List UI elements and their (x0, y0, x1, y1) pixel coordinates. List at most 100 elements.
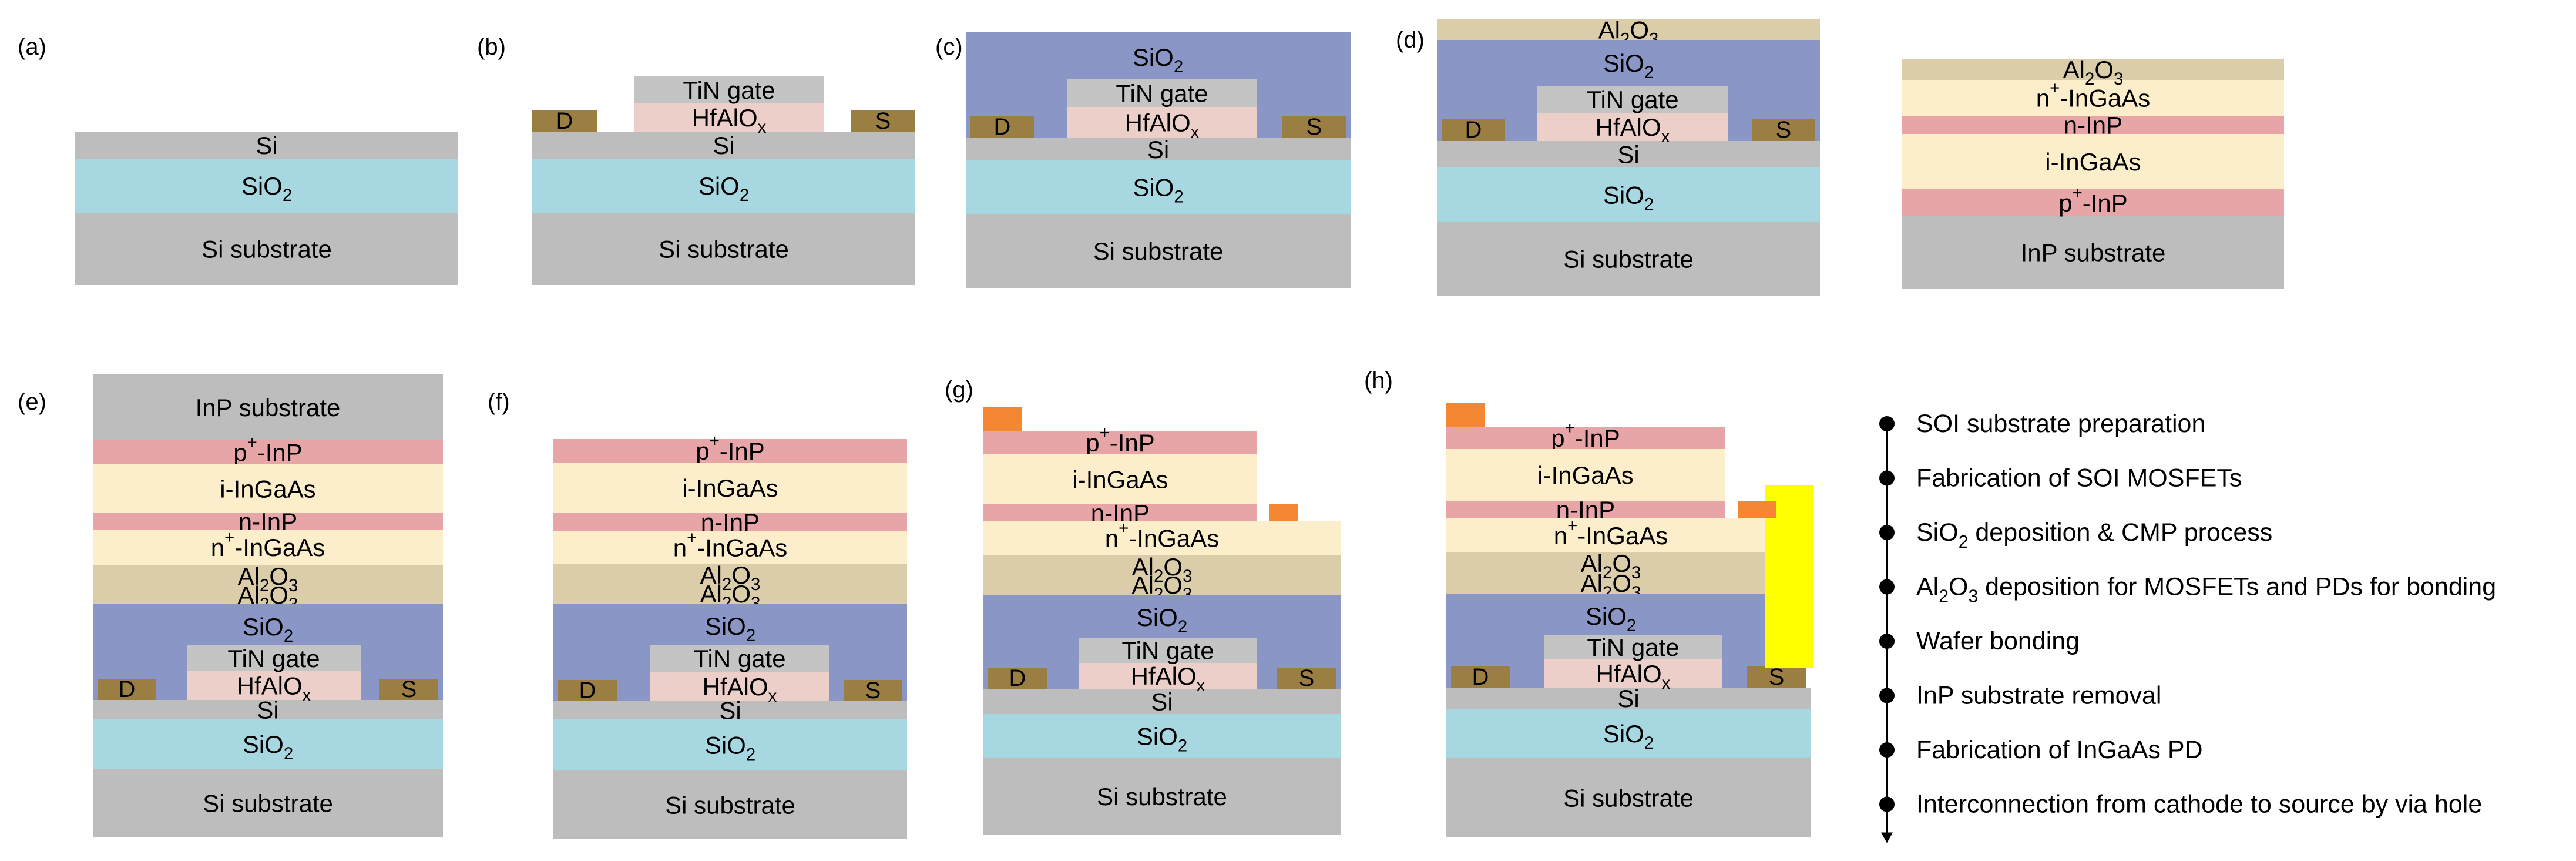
si-substrate (553, 770, 907, 839)
i-ingaas-layer (1446, 449, 1725, 501)
tin-gate (1544, 635, 1722, 659)
si-device-layer-label: Si (713, 132, 734, 159)
drain-label: D (119, 676, 136, 702)
si-device-layer (983, 689, 1341, 714)
buried-oxide-label: SiO2 (243, 731, 293, 764)
flow-step-dot (1879, 470, 1895, 486)
drain-contact (558, 680, 617, 701)
hfalox-dielectric (1544, 659, 1722, 688)
tin-gate-label: TiN gate (1121, 636, 1214, 664)
drain-label: D (579, 678, 596, 703)
drain-label: D (556, 108, 573, 134)
panel-label: (g) (945, 377, 973, 403)
al2o3-bond-layer-label: Al2O3 (1581, 550, 1641, 583)
i-ingaas-layer-label: i-InGaAs (2045, 148, 2141, 176)
source-contact (851, 110, 915, 132)
cathode-contact-ext (1765, 501, 1776, 518)
buried-oxide-label: SiO2 (1603, 720, 1654, 753)
top-oxide-label: SiO2 (1133, 43, 1183, 77)
si-substrate (966, 214, 1351, 288)
pd-wafer: InP substratep+-InPi-InGaAsn-InPn+-InGaA… (1902, 56, 2284, 289)
al2o3-bond-layer (1437, 19, 1820, 40)
tin-gate (1079, 638, 1257, 663)
si-substrate (93, 769, 443, 837)
si-device-layer-label: Si (256, 132, 277, 159)
anode-contact (983, 407, 1022, 431)
si-device-layer (1437, 141, 1820, 167)
buried-oxide-label: SiO2 (698, 172, 749, 206)
n-ingaas-layer-label: n+-InGaAs (1105, 519, 1220, 552)
flow-step-dot (1879, 525, 1895, 540)
si-device-layer-label: Si (1151, 688, 1173, 715)
buried-oxide-label: SiO2 (1603, 181, 1654, 215)
drain-contact (1451, 666, 1510, 688)
al2o3-bond-layer (1902, 59, 2284, 80)
flow-step-label: Fabrication of SOI MOSFETs (1916, 464, 2242, 493)
tin-gate (650, 645, 829, 672)
hfalox-dielectric-label: HfAlOx (703, 673, 777, 706)
buried-oxide (1446, 709, 1811, 758)
buried-oxide (553, 719, 907, 770)
i-ingaas-layer-label: i-InGaAs (1537, 461, 1633, 489)
top-oxide-label: SiO2 (705, 612, 755, 646)
inp-substrate (93, 374, 443, 440)
si-substrate-label: Si substrate (1563, 245, 1694, 273)
buried-oxide-label: SiO2 (241, 172, 292, 206)
top-oxide-label: SiO2 (1603, 49, 1654, 83)
i-ingaas-layer-label: i-InGaAs (682, 474, 778, 502)
si-substrate (532, 213, 915, 285)
flow-step-dot (1879, 796, 1895, 812)
drain-label: D (994, 114, 1011, 140)
n-ingaas-layer (983, 521, 1341, 555)
inp-substrate-label: InP substrate (196, 394, 341, 421)
i-ingaas-layer (553, 463, 907, 513)
top-oxide-label: SiO2 (1586, 602, 1636, 636)
al2o3-bond-layer-label: Al2O3 (2063, 56, 2124, 89)
source-label: S (401, 676, 417, 702)
drain-label: D (1472, 664, 1489, 690)
buried-oxide-label: SiO2 (705, 731, 755, 765)
hfalox-dielectric (187, 671, 361, 700)
flow-step-dot (1879, 688, 1895, 703)
si-device-layer-label: Si (1147, 136, 1169, 163)
drain-contact (988, 668, 1047, 689)
p-inp-layer-label: p+-InP (233, 433, 303, 467)
hfalox-dielectric-label: HfAlOx (237, 672, 311, 705)
drain-contact (532, 110, 597, 132)
p-inp-layer (553, 439, 907, 463)
i-ingaas-layer-label: i-InGaAs (1072, 465, 1168, 493)
p-inp-layer-label: p+-InP (1551, 418, 1620, 452)
si-device-layer-label: Si (1617, 685, 1639, 712)
p-inp-layer-label: p+-InP (696, 431, 765, 465)
hfalox-dielectric (634, 103, 824, 132)
si-substrate (983, 758, 1341, 835)
al2o3-bond-layer-label: Al2O3 (1132, 553, 1193, 587)
inp-substrate-label: InP substrate (2021, 239, 2166, 266)
si-substrate (1437, 222, 1820, 296)
hfalox-dielectric-label: HfAlOx (1131, 662, 1205, 696)
panel-e: InP substratep+-InPi-InGaAsn-InPn+-InGaA… (93, 374, 443, 837)
source-label: S (1299, 665, 1315, 691)
tin-gate-label: TiN gate (1587, 634, 1679, 661)
tin-gate-label: TiN gate (1586, 86, 1678, 113)
si-device-layer (75, 132, 458, 159)
tin-gate (1537, 86, 1728, 113)
n-inp-layer (553, 513, 907, 531)
tin-gate-label: TiN gate (683, 76, 775, 104)
drain-label: D (1465, 117, 1482, 143)
si-device-layer-label: Si (257, 696, 278, 723)
i-ingaas-layer (1902, 134, 2284, 189)
si-device-layer (966, 138, 1351, 160)
flow-step-label: SOI substrate preparation (1916, 410, 2205, 438)
si-substrate-label: Si substrate (1563, 784, 1694, 812)
tin-gate (1067, 79, 1257, 107)
n-inp-layer (93, 513, 443, 530)
buried-oxide (983, 714, 1341, 758)
al2o3-bond-layer (1446, 552, 1775, 594)
p-inp-layer (93, 440, 443, 464)
panel-label: (h) (1364, 368, 1393, 394)
si-device-layer-label: Si (1617, 140, 1639, 168)
panel-a: Si substrate SiO2 Si (75, 132, 458, 285)
